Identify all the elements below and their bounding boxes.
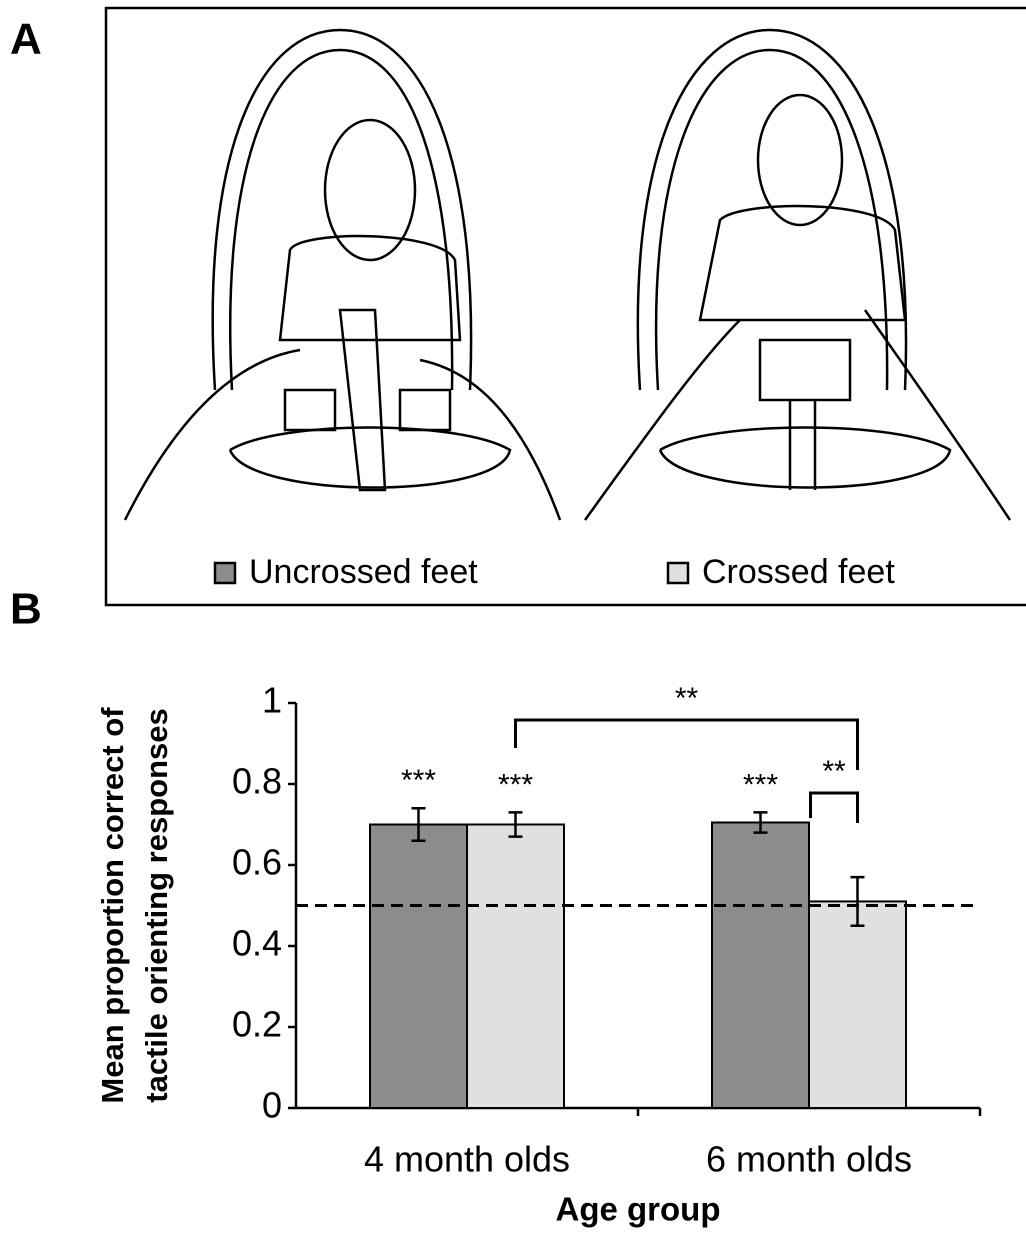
significance-bracket: [516, 720, 858, 770]
significance-bracket: [811, 793, 858, 823]
legend-swatch: [215, 563, 235, 583]
legend-swatch: [668, 563, 688, 583]
x-axis-title: Age group: [556, 1191, 721, 1228]
y-tick-label: 0.8: [232, 761, 282, 802]
y-tick-label: 0.6: [232, 842, 282, 883]
significance-bracket-label: **: [822, 755, 846, 788]
legend-label: Crossed feet: [702, 553, 895, 591]
legend-label: Uncrossed feet: [249, 553, 478, 591]
bar: [712, 822, 809, 1108]
bar: [467, 825, 564, 1109]
page: {"panel_a": {"label": "A"}, "panel_b": {…: [0, 0, 1026, 1237]
illustration-crossed: [585, 30, 1010, 520]
y-axis-title: tactile orienting responses: [139, 708, 174, 1103]
significance-bracket-label: **: [675, 682, 699, 715]
panel-label: A: [10, 15, 42, 64]
y-tick-label: 0: [262, 1085, 282, 1126]
panel-label: B: [10, 585, 42, 634]
y-axis-title: Mean proportion correct of: [95, 707, 130, 1104]
significance-label: ***: [743, 768, 778, 801]
figure: A B Uncrossed feet Crossed feet 0 0.2 0.4 0.6…: [0, 0, 1026, 1237]
panel-frame: [106, 8, 1026, 605]
x-tick-label: 4 month olds: [364, 1139, 570, 1180]
x-tick-label: 6 month olds: [706, 1139, 912, 1180]
bar: [370, 825, 467, 1109]
bar: [809, 901, 906, 1108]
significance-label: ***: [401, 764, 436, 797]
y-tick-label: 1: [262, 680, 282, 721]
y-tick-label: 0.2: [232, 1004, 282, 1045]
y-tick-label: 0.4: [232, 923, 282, 964]
significance-label: ***: [498, 768, 533, 801]
illustration-uncrossed: [125, 30, 560, 520]
